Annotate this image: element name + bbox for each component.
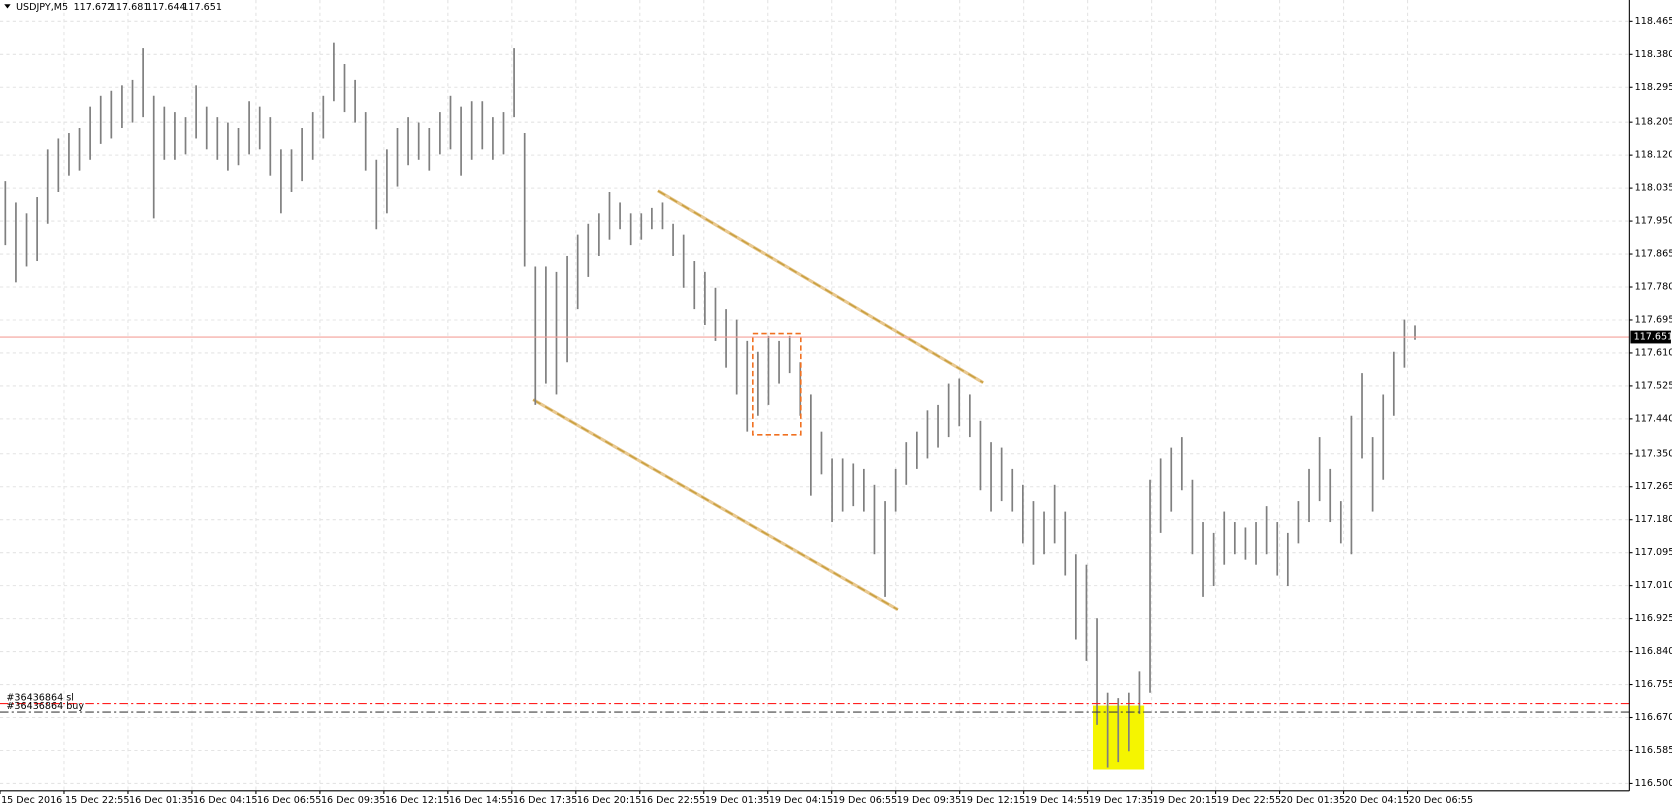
y-tick-label: 118.035: [1635, 183, 1672, 194]
x-tick-label: 19 Dec 09:35: [897, 795, 961, 806]
x-tick-label: 16 Dec 01:35: [129, 795, 193, 806]
y-tick-label: 117.095: [1635, 547, 1672, 558]
y-tick-label: 117.695: [1635, 314, 1672, 325]
y-tick-label: 116.500: [1635, 778, 1672, 789]
header-price: 117.672: [74, 2, 114, 13]
y-tick-label: 117.180: [1635, 514, 1672, 525]
x-tick-label: 15 Dec 22:55: [65, 795, 129, 806]
y-tick-label: 117.440: [1635, 413, 1672, 424]
x-tick-label: 15 Dec 2016: [1, 795, 62, 806]
x-tick-label: 16 Dec 20:15: [577, 795, 641, 806]
x-tick-label: 19 Dec 04:15: [769, 795, 833, 806]
x-tick-label: 20 Dec 06:55: [1409, 795, 1473, 806]
y-tick-label: 116.925: [1635, 613, 1672, 624]
header-price: 117.644: [146, 2, 186, 13]
y-tick-label: 117.525: [1635, 380, 1672, 391]
y-tick-label: 118.205: [1635, 117, 1672, 128]
y-tick-label: 117.865: [1635, 249, 1672, 260]
header-price: 117.681: [110, 2, 150, 13]
x-tick-label: 19 Dec 01:35: [705, 795, 769, 806]
y-tick-label: 117.950: [1635, 216, 1672, 227]
x-tick-label: 19 Dec 20:15: [1153, 795, 1217, 806]
y-tick-label: 116.670: [1635, 712, 1672, 723]
y-tick-label: 116.840: [1635, 646, 1672, 657]
x-tick-label: 16 Dec 22:55: [641, 795, 705, 806]
y-tick-label: 118.380: [1635, 49, 1672, 60]
x-tick-label: 19 Dec 22:55: [1217, 795, 1281, 806]
channel-line: [532, 398, 899, 611]
y-tick-label: 116.585: [1635, 745, 1672, 756]
y-tick-label: 118.465: [1635, 16, 1672, 27]
axis-labels: 116.500 116.585 116.670 116.755 116.840 116.9…: [0, 16, 1672, 806]
order-label: #36436864 buy: [6, 701, 84, 712]
header-price: 117.651: [182, 2, 222, 13]
levels: #36436864 sl#36436864 buy: [0, 336, 1630, 713]
y-tick-label: 116.755: [1635, 679, 1672, 690]
x-tick-label: 19 Dec 14:55: [1025, 795, 1089, 806]
x-tick-label: 20 Dec 04:15: [1345, 795, 1409, 806]
x-tick-label: 19 Dec 06:55: [833, 795, 897, 806]
pattern-box: [752, 332, 802, 436]
y-tick-label: 117.265: [1635, 481, 1672, 492]
x-tick-label: 20 Dec 01:35: [1281, 795, 1345, 806]
x-tick-label: 16 Dec 12:15: [385, 795, 449, 806]
symbol: USDJPY,M5: [16, 2, 68, 13]
x-tick-label: 19 Dec 17:35: [1089, 795, 1153, 806]
y-tick-label: 117.610: [1635, 347, 1672, 358]
x-tick-label: 19 Dec 12:15: [961, 795, 1025, 806]
y-tick-label: 117.780: [1635, 282, 1672, 293]
x-tick-label: 16 Dec 09:35: [321, 795, 385, 806]
y-tick-label: 118.120: [1635, 150, 1672, 161]
bid-label: 117.651: [1634, 332, 1672, 343]
y-tick-label: 118.295: [1635, 82, 1672, 93]
bid-label-box: [1630, 330, 1671, 344]
x-tick-label: 16 Dec 17:35: [513, 795, 577, 806]
x-tick-label: 16 Dec 14:55: [449, 795, 513, 806]
y-tick-label: 117.350: [1635, 448, 1672, 459]
menu-arrow: [4, 4, 11, 9]
bars: [4, 42, 1416, 768]
grid: [0, 0, 1630, 791]
order-label: #36436864 sl: [6, 693, 74, 704]
channel-line: [657, 190, 984, 384]
x-tick-label: 16 Dec 04:15: [193, 795, 257, 806]
y-tick-label: 117.010: [1635, 580, 1672, 591]
x-tick-label: 16 Dec 06:55: [257, 795, 321, 806]
